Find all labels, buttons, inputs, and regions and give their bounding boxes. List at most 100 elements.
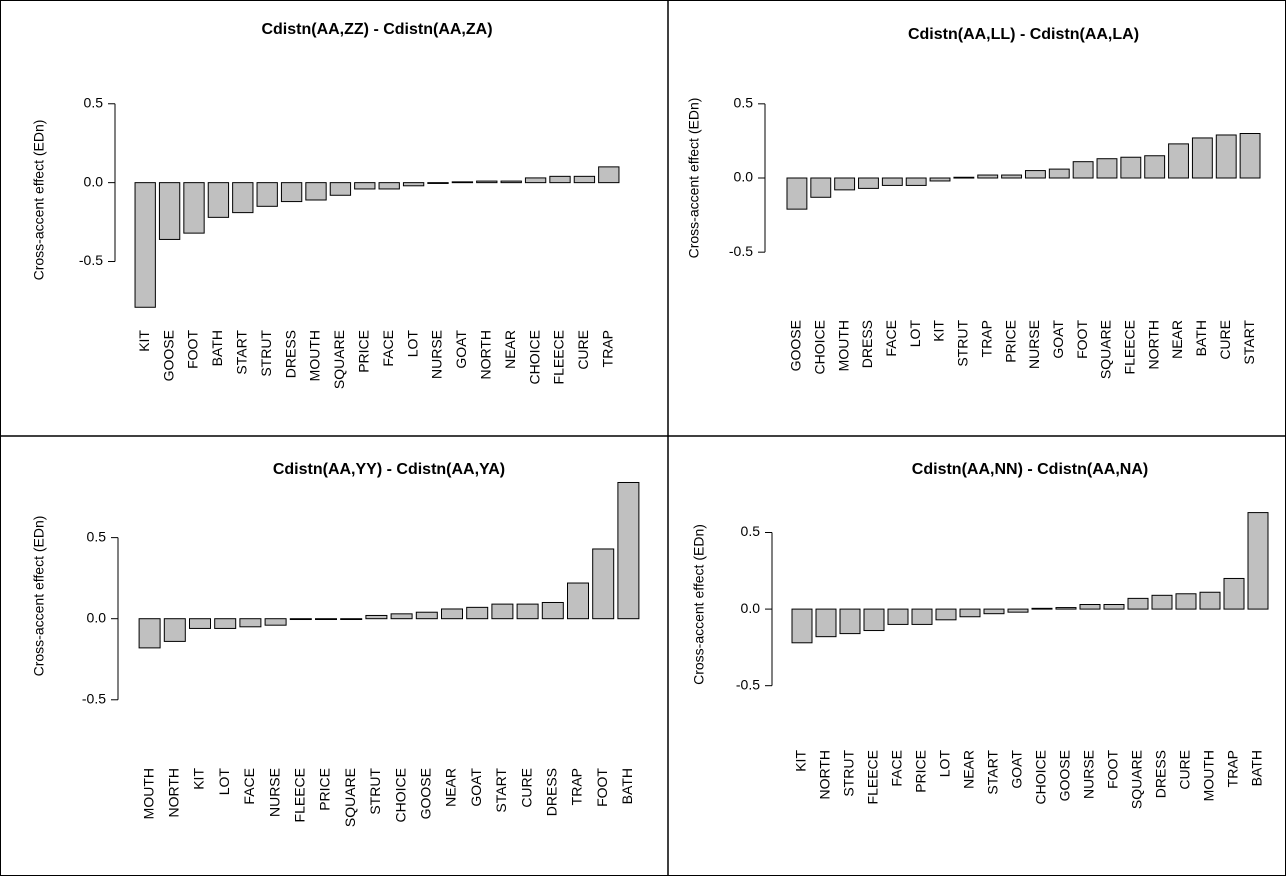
x-tick-label: START bbox=[1241, 320, 1257, 365]
bar bbox=[549, 175, 571, 184]
bar bbox=[280, 182, 303, 203]
bar bbox=[1120, 156, 1142, 179]
bar bbox=[138, 618, 161, 649]
bar bbox=[189, 618, 211, 629]
chart-title: Cdistn(AA,YY) - Cdistn(AA,YA) bbox=[273, 461, 505, 478]
y-tick-label: 0.5 bbox=[87, 528, 107, 544]
bar bbox=[500, 180, 522, 184]
x-tick-label: FLEECE bbox=[1122, 320, 1138, 374]
x-tick-label: SQUARE bbox=[331, 330, 347, 389]
x-tick-label: GOOSE bbox=[1057, 750, 1073, 801]
x-tick-label: DRESS bbox=[282, 330, 298, 378]
bar bbox=[1001, 174, 1023, 179]
x-tick-label: NURSE bbox=[429, 330, 445, 379]
x-tick-label: GOOSE bbox=[788, 320, 804, 371]
bar bbox=[1151, 594, 1173, 610]
x-tick-label: MOUTH bbox=[307, 330, 323, 381]
bar bbox=[881, 177, 903, 186]
bar bbox=[592, 548, 615, 620]
x-tick-label: MOUTH bbox=[835, 320, 851, 371]
x-tick-label: NORTH bbox=[817, 750, 833, 800]
x-tick-label: FACE bbox=[241, 768, 257, 805]
bar bbox=[887, 608, 909, 625]
x-tick-label: FACE bbox=[380, 330, 396, 367]
x-tick-label: CURE bbox=[575, 330, 591, 370]
x-tick-label: GOAT bbox=[1050, 320, 1066, 359]
bar bbox=[1191, 137, 1213, 179]
x-tick-label: NORTH bbox=[1145, 320, 1161, 370]
x-tick-label: NORTH bbox=[166, 768, 182, 818]
x-tick-label: MOUTH bbox=[140, 768, 156, 819]
x-tick-label: DRESS bbox=[544, 768, 560, 816]
y-tick-label: 0.0 bbox=[84, 173, 104, 189]
x-tick-label: FACE bbox=[883, 320, 899, 357]
bar bbox=[134, 182, 156, 308]
bar bbox=[1168, 143, 1189, 179]
x-tick-label: CURE bbox=[1217, 320, 1233, 360]
x-tick-label: KIT bbox=[191, 768, 207, 790]
bar bbox=[264, 618, 287, 626]
bar bbox=[810, 177, 832, 198]
bar bbox=[289, 618, 312, 621]
x-tick-label: FOOT bbox=[1105, 750, 1121, 789]
y-axis-label: Cross-accent effect (EDn) bbox=[31, 516, 47, 677]
x-tick-label: SQUARE bbox=[1098, 320, 1114, 379]
chart-title: Cdistn(AA,LL) - Cdistn(AA,LA) bbox=[908, 26, 1139, 43]
x-tick-label: TRAP bbox=[569, 768, 585, 805]
bar bbox=[1223, 577, 1245, 610]
chart-title: Cdistn(AA,ZZ) - Cdistn(AA,ZA) bbox=[261, 21, 492, 38]
bar bbox=[541, 601, 564, 620]
x-tick-label: SQUARE bbox=[1129, 750, 1145, 809]
x-tick-label: CHOICE bbox=[526, 330, 542, 384]
bar bbox=[815, 608, 837, 638]
bar bbox=[207, 182, 230, 218]
bar bbox=[329, 182, 352, 196]
bar bbox=[340, 618, 363, 621]
bar bbox=[402, 182, 425, 187]
x-tick-label: GOAT bbox=[1009, 750, 1025, 789]
bar bbox=[1103, 604, 1125, 610]
x-tick-label: PRICE bbox=[1002, 320, 1018, 363]
x-tick-label: DRESS bbox=[1153, 750, 1169, 798]
x-tick-label: STRUT bbox=[841, 750, 857, 797]
chart-title: Cdistn(AA,NN) - Cdistn(AA,NA) bbox=[912, 461, 1148, 478]
y-axis-label: Cross-accent effect (EDn) bbox=[686, 98, 702, 259]
bar bbox=[441, 608, 463, 620]
bar bbox=[959, 608, 981, 618]
bar bbox=[378, 182, 400, 190]
bar bbox=[183, 182, 205, 234]
x-tick-label: GOOSE bbox=[418, 768, 434, 819]
x-tick-label: START bbox=[493, 768, 509, 813]
x-tick-label: NEAR bbox=[502, 330, 518, 369]
x-tick-label: GOOSE bbox=[160, 330, 176, 381]
x-tick-label: FOOT bbox=[1074, 320, 1090, 359]
x-tick-label: TRAP bbox=[600, 330, 616, 367]
bar bbox=[1007, 608, 1029, 613]
x-tick-label: STRUT bbox=[955, 320, 971, 367]
bar bbox=[1096, 158, 1118, 179]
x-tick-label: DRESS bbox=[859, 320, 875, 368]
x-tick-label: FLEECE bbox=[292, 768, 308, 822]
bar bbox=[158, 182, 181, 240]
bar bbox=[573, 175, 596, 184]
y-tick-label: -0.5 bbox=[82, 690, 106, 706]
bar bbox=[1199, 591, 1221, 610]
x-tick-label: NORTH bbox=[478, 330, 494, 380]
bar bbox=[1079, 604, 1101, 610]
bar bbox=[1048, 168, 1070, 179]
bar bbox=[911, 608, 933, 625]
bar bbox=[524, 177, 547, 184]
x-tick-label: FOOT bbox=[185, 330, 201, 369]
x-tick-label: FLEECE bbox=[551, 330, 567, 384]
x-tick-label: START bbox=[234, 330, 250, 375]
bar bbox=[1055, 607, 1077, 610]
y-axis-label: Cross-accent effect (EDn) bbox=[691, 524, 707, 685]
bar bbox=[1072, 161, 1094, 179]
bar bbox=[983, 608, 1005, 615]
x-tick-label: CHOICE bbox=[392, 768, 408, 822]
x-tick-label: NEAR bbox=[1169, 320, 1185, 359]
x-tick-label: NURSE bbox=[1026, 320, 1042, 369]
bar bbox=[214, 618, 237, 629]
